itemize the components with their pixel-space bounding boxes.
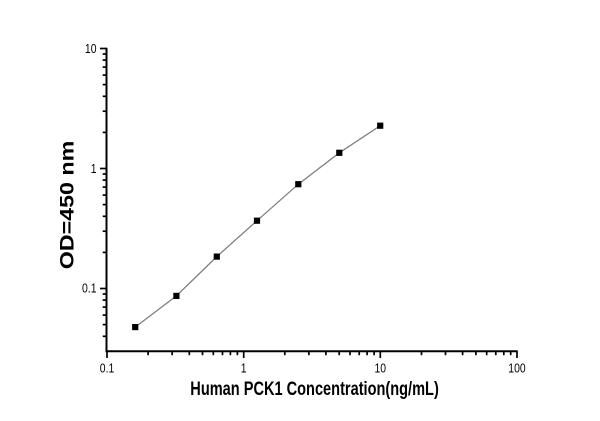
- svg-text:10: 10: [375, 360, 387, 375]
- svg-text:0.1: 0.1: [100, 360, 115, 375]
- svg-text:Human PCK1 Concentration(ng/mL: Human PCK1 Concentration(ng/mL): [190, 379, 438, 400]
- svg-text:OD=450 nm: OD=450 nm: [58, 141, 79, 270]
- svg-text:10: 10: [85, 41, 97, 56]
- svg-text:0.1: 0.1: [82, 281, 97, 296]
- svg-text:1: 1: [241, 360, 247, 375]
- svg-text:100: 100: [508, 360, 525, 375]
- svg-text:1: 1: [91, 161, 97, 176]
